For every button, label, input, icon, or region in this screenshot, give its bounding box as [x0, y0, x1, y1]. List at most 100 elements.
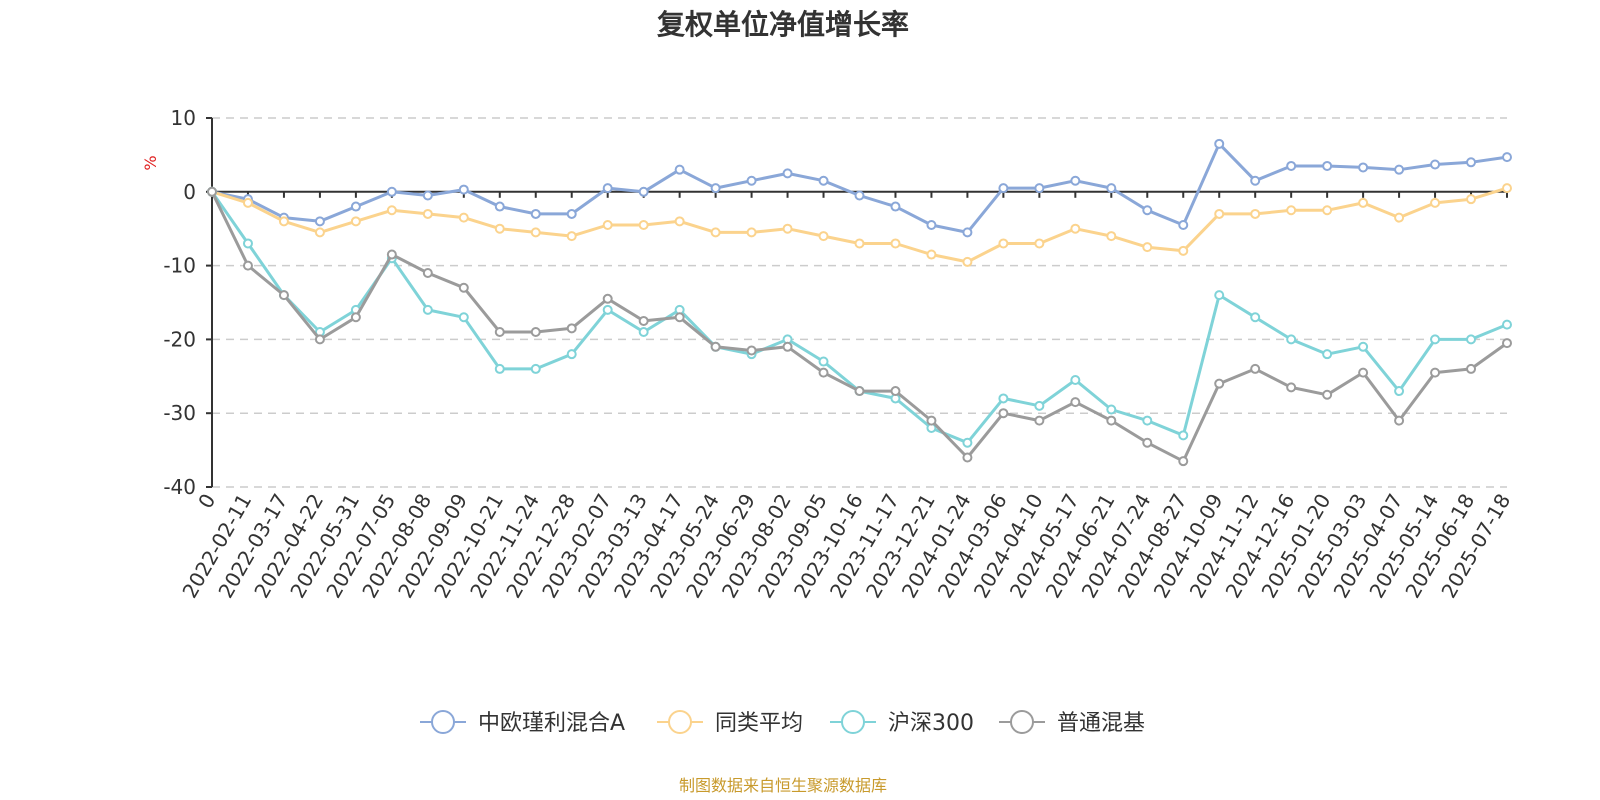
data-point: [638, 327, 649, 338]
data-point: [782, 168, 793, 179]
data-point: [602, 293, 613, 304]
data-point: [1466, 334, 1477, 345]
data-point: [1142, 205, 1153, 216]
data-point: [1322, 389, 1333, 400]
data-point: [314, 227, 325, 238]
data-point: [566, 349, 577, 360]
data-point: [530, 208, 541, 219]
legend-label: 普通混基: [1057, 711, 1145, 736]
data-point: [1394, 164, 1405, 175]
chart-title: 复权单位净值增长率: [657, 8, 909, 41]
data-point: [1178, 245, 1189, 256]
data-point: [1178, 430, 1189, 441]
data-point: [1394, 415, 1405, 426]
data-point: [962, 227, 973, 238]
data-point: [602, 220, 613, 231]
data-point: [1070, 374, 1081, 385]
data-point: [1286, 334, 1297, 345]
data-point: [998, 393, 1009, 404]
data-point: [458, 282, 469, 293]
data-point: [1250, 363, 1261, 374]
legend-item[interactable]: 普通混基: [999, 710, 1145, 736]
data-point: [1034, 415, 1045, 426]
data-point: [602, 183, 613, 194]
data-point: [962, 437, 973, 448]
data-point: [854, 386, 865, 397]
data-point: [530, 227, 541, 238]
data-point: [890, 201, 901, 212]
data-point: [458, 184, 469, 195]
data-point: [674, 216, 685, 227]
data-point: [710, 341, 721, 352]
data-point: [1466, 363, 1477, 374]
y-tick-label: -40: [163, 475, 196, 499]
data-point: [422, 304, 433, 315]
data-point: [746, 227, 757, 238]
data-point: [854, 190, 865, 201]
data-point: [1430, 159, 1441, 170]
data-point: [1178, 220, 1189, 231]
grid-lines: [212, 117, 1507, 488]
data-point: [1394, 386, 1405, 397]
y-tick-label: 0: [183, 180, 196, 204]
data-point: [1502, 338, 1512, 349]
data-point: [1250, 175, 1261, 186]
data-point: [854, 238, 865, 249]
data-point: [350, 312, 361, 323]
series-line: [210, 190, 1508, 445]
data-point: [1034, 400, 1045, 411]
data-point: [494, 201, 505, 212]
data-point: [1214, 378, 1225, 389]
data-point: [1322, 349, 1333, 360]
data-point: [818, 175, 829, 186]
series-line: [211, 142, 1508, 234]
data-point: [1178, 456, 1189, 467]
legend-item[interactable]: 中欧瑾利混合A: [420, 710, 625, 736]
data-point: [782, 341, 793, 352]
data-point: [1034, 183, 1045, 194]
data-point: [926, 249, 937, 260]
data-point: [638, 315, 649, 326]
series-lines: [207, 138, 1512, 467]
data-point: [530, 363, 541, 374]
series-group: [207, 183, 1512, 267]
data-point: [638, 186, 649, 197]
data-point: [1070, 223, 1081, 234]
data-point: [602, 304, 613, 315]
data-point: [1466, 157, 1477, 168]
y-axis-label: %: [141, 155, 160, 170]
data-point: [1214, 290, 1225, 301]
data-point: [1502, 183, 1512, 194]
data-point: [1502, 319, 1512, 330]
data-point: [1394, 212, 1405, 223]
legend[interactable]: 中欧瑾利混合A 同类平均 沪深300 普通混基: [420, 710, 1145, 736]
legend-item[interactable]: 同类平均: [657, 710, 803, 736]
legend-marker: [668, 710, 692, 734]
data-point: [1430, 334, 1441, 345]
data-point: [1214, 208, 1225, 219]
data-point: [314, 334, 325, 345]
data-point: [1106, 404, 1117, 415]
data-point: [207, 186, 217, 197]
data-point: [998, 238, 1009, 249]
series-group: [207, 186, 1512, 448]
data-point: [242, 238, 253, 249]
legend-item[interactable]: 沪深300: [830, 710, 974, 736]
legend-marker: [431, 710, 455, 734]
legend-label: 同类平均: [715, 711, 803, 736]
data-point: [1142, 415, 1153, 426]
legend-label: 沪深300: [888, 711, 974, 736]
y-tick-label: -30: [163, 401, 196, 425]
data-point: [278, 216, 289, 227]
data-point: [566, 323, 577, 334]
data-point: [1322, 160, 1333, 171]
data-point: [818, 356, 829, 367]
data-point: [1034, 238, 1045, 249]
data-point: [494, 223, 505, 234]
legend-label: 中欧瑾利混合A: [478, 711, 625, 736]
data-point: [674, 312, 685, 323]
data-point: [494, 363, 505, 374]
data-point: [242, 197, 253, 208]
data-point: [1106, 183, 1117, 194]
